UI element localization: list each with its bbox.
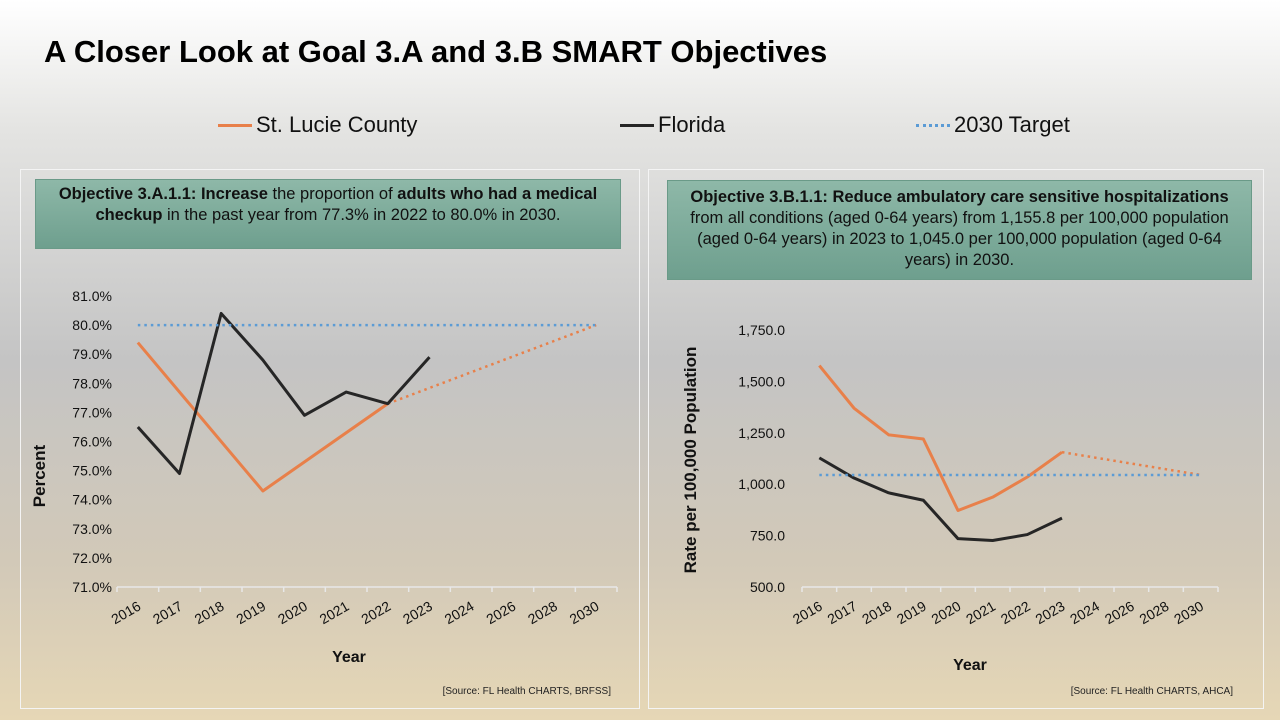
x-tick-label: 2018 <box>859 598 894 628</box>
x-axis-label: Year <box>953 657 987 674</box>
y-tick-label: 71.0% <box>72 579 112 595</box>
x-tick-label: 2022 <box>358 598 393 628</box>
x-tick-label: 2021 <box>963 598 998 628</box>
legend-item-st-lucie: St. Lucie County <box>218 112 417 138</box>
x-tick-label: 2022 <box>998 598 1033 628</box>
page-title: A Closer Look at Goal 3.A and 3.B SMART … <box>44 34 828 69</box>
objective-box: Objective 3.A.1.1: Increase the proporti… <box>35 179 621 249</box>
legend-item-target: 2030 Target <box>916 112 1070 138</box>
y-tick-label: 81.0% <box>72 288 112 304</box>
x-tick-label: 2019 <box>894 598 929 628</box>
series-line-st-lucie-county-dotted <box>1061 450 1201 477</box>
x-tick-label: 2023 <box>1033 598 1068 628</box>
x-tick-label: 2026 <box>483 598 518 628</box>
objective-text: adults who had a medical checkup <box>95 185 598 224</box>
y-axis-label: Percent <box>30 444 49 507</box>
x-tick-label: 2028 <box>1137 598 1172 628</box>
legend-label: 2030 Target <box>954 112 1070 137</box>
objective-text: the proportion of <box>267 185 398 203</box>
y-tick-label: 75.0% <box>72 463 112 479</box>
y-tick-label: 1,000.0 <box>738 476 785 492</box>
y-tick-label: 73.0% <box>72 521 112 537</box>
x-tick-label: 2024 <box>1067 598 1102 628</box>
x-tick-label: 2019 <box>233 598 268 628</box>
x-tick-label: 2016 <box>790 598 825 628</box>
y-tick-label: 500.0 <box>750 579 785 595</box>
x-tick-label: 2024 <box>442 598 477 628</box>
legend-label: Florida <box>658 112 726 137</box>
x-tick-label: 2017 <box>150 598 185 628</box>
legend-swatch-solid <box>620 123 654 127</box>
x-tick-label: 2030 <box>567 598 602 628</box>
source-note: [Source: FL Health CHARTS, AHCA] <box>1070 686 1233 697</box>
y-tick-label: 74.0% <box>72 492 112 508</box>
y-tick-label: 80.0% <box>72 317 112 333</box>
x-tick-label: 2023 <box>400 598 435 628</box>
x-tick-label: 2017 <box>825 598 860 628</box>
objective-text: Objective 3.A.1.1: Increase <box>58 185 268 203</box>
objective-text: in the past year from 77.3% in 2022 to 8… <box>162 206 561 224</box>
chart-panel-hospitalizations: Objective 3.B.1.1: Reduce ambulatory car… <box>648 169 1264 709</box>
series-line-st-lucie-county <box>136 341 389 493</box>
y-tick-label: 72.0% <box>72 550 112 566</box>
y-tick-label: 750.0 <box>750 528 785 544</box>
series-line-st-lucie-county-dotted <box>387 323 597 405</box>
legend-label: St. Lucie County <box>256 112 418 137</box>
source-note: [Source: FL Health CHARTS, BRFSS] <box>442 686 611 697</box>
legend-swatch-dotted <box>916 123 950 127</box>
y-tick-label: 1,250.0 <box>738 425 785 441</box>
x-tick-label: 2016 <box>108 598 143 628</box>
y-tick-label: 1,500.0 <box>738 373 785 389</box>
series-line-st-lucie-county <box>818 364 1063 513</box>
y-tick-label: 77.0% <box>72 404 112 420</box>
legend-item-florida: Florida <box>620 112 725 138</box>
objective-text: Objective 3.B.1.1: Reduce ambulatory car… <box>690 188 1229 206</box>
y-tick-label: 1,750.0 <box>738 322 785 338</box>
y-tick-label: 79.0% <box>72 346 112 362</box>
series-line-florida <box>818 456 1063 543</box>
y-tick-label: 76.0% <box>72 434 112 450</box>
series-line-florida <box>136 311 431 476</box>
chart-0: 71.0% 72.0% 73.0% 74.0% 75.0% 76.0% 77.0% 78.0%… <box>30 288 618 666</box>
x-tick-label: 2020 <box>929 598 964 628</box>
x-tick-label: 2030 <box>1171 598 1206 628</box>
objective-box: Objective 3.B.1.1: Reduce ambulatory car… <box>667 180 1252 280</box>
objective-text: from all conditions (aged 0-64 years) fr… <box>690 209 1229 269</box>
chart-panel-checkup: Objective 3.A.1.1: Increase the proporti… <box>20 169 640 709</box>
legend-swatch-solid <box>218 123 252 127</box>
x-tick-label: 2020 <box>275 598 310 628</box>
x-tick-label: 2021 <box>317 598 352 628</box>
chart-1: 500.0 750.0 1,000.0 1,250.0 1,500.0 1,750.0 20… <box>681 322 1219 674</box>
x-axis-label: Year <box>332 649 366 666</box>
x-tick-label: 2018 <box>192 598 227 628</box>
legend: St. Lucie County Florida 2030 Target <box>0 112 1280 140</box>
x-tick-label: 2026 <box>1102 598 1137 628</box>
y-axis-label: Rate per 100,000 Population <box>681 347 700 574</box>
y-tick-label: 78.0% <box>72 375 112 391</box>
x-tick-label: 2028 <box>525 598 560 628</box>
